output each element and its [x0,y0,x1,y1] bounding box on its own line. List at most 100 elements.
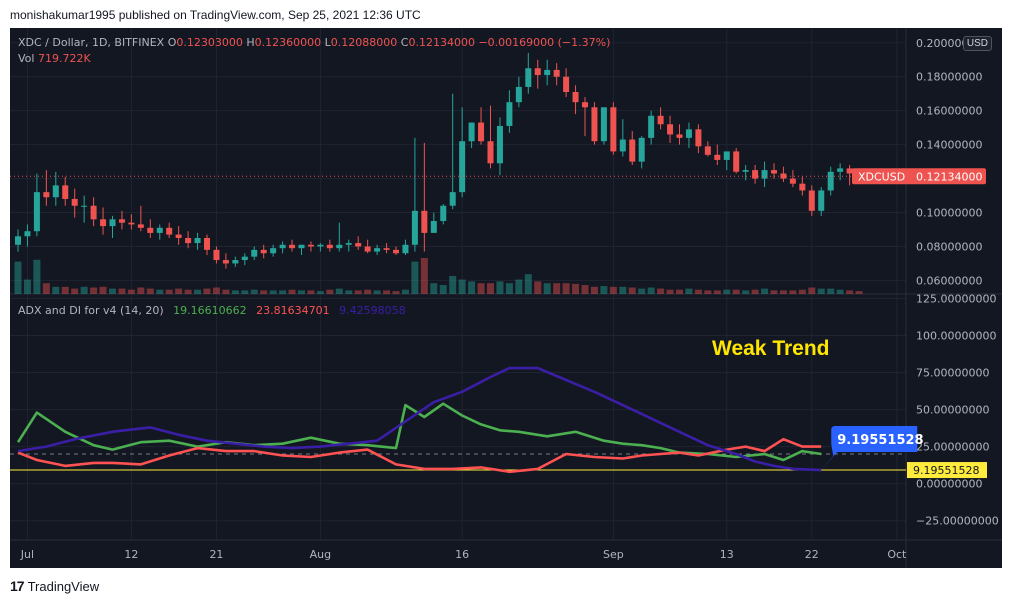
candle-body [780,173,787,179]
time-tick-label: Jul [20,548,34,561]
candle-body [241,256,248,261]
minus-di-line [17,437,822,474]
candle-body [100,219,107,227]
candle-body [449,192,456,206]
candle-body [345,243,352,245]
low-label: L [324,36,331,49]
volume-bar [704,290,712,294]
volume-bar [430,283,438,294]
indicator-name[interactable]: ADX and DI for v4 (14, 20) [18,304,164,317]
volume-bar [581,285,589,294]
volume-bar [14,261,22,294]
volume-bar [250,289,258,294]
volume-bar [572,283,580,294]
high-label: H [246,36,255,49]
candle-body [496,125,503,164]
last-price-value: 0.12134000 [916,170,982,183]
candle-body [213,249,220,261]
volume-bar [288,289,296,294]
candle-body [789,178,796,184]
volume-bar [732,289,740,294]
adx-value: 9.42598058 [339,304,406,317]
volume-bar [694,289,702,294]
candle-body [837,168,844,172]
tradingview-logo-icon[interactable]: 17 [10,578,25,594]
candle-body [52,185,59,198]
high-value: 0.12360000 [254,36,322,49]
candle-body [667,124,674,135]
candle-body [166,227,173,235]
callout-bubble [821,426,918,471]
volume-bar [420,258,428,294]
candle-body [534,68,541,76]
candle-body [71,198,78,206]
chart-canvas[interactable]: 0.200000000.180000000.160000000.14000000… [10,28,1002,568]
candle-body [771,170,777,174]
volume-bar [23,279,31,294]
time-tick-label: 12 [124,548,138,561]
candle-body [525,68,532,87]
volume-bar [534,281,542,294]
candle-body [553,69,560,77]
volume-bar [458,279,466,294]
price-tick-label: 0.08000000 [916,240,982,253]
price-tick-label: 0.18000000 [916,71,982,84]
volume-bar [836,289,844,294]
volume-bar [751,289,759,294]
volume-bar [99,286,107,294]
volume-bar [307,290,315,294]
price-change: −0.00169000 (−1.37%) [478,36,611,49]
candle-body [185,237,192,244]
indicator-legend: ADX and DI for v4 (14, 20) 19.16610662 2… [18,304,406,317]
volume-bar [723,289,731,294]
candle-body [544,69,551,76]
volume-bar [505,283,513,294]
volume-bar [647,287,655,294]
volume-bar [827,288,835,294]
indicator-tick-label: 0.00000000 [916,478,982,491]
volume-bar [383,290,391,294]
price-tick-label: 0.16000000 [916,105,982,118]
candle-body [421,210,428,233]
candle-body [251,249,258,257]
candle-body [638,137,645,162]
indicator-tick-label: −25.00000000 [916,515,999,528]
time-tick-label: 22 [805,548,819,561]
candle-body [799,183,806,191]
volume-bar [543,283,551,294]
candle-body [298,244,305,249]
candle-body [478,122,485,142]
volume-bar [231,290,239,294]
candle-body [685,129,692,138]
candle-body [582,102,588,108]
volume-bar [241,290,249,294]
volume-bar [345,290,353,294]
volume-bar [846,290,854,294]
chart-frame: 0.20000000 0.18000000 0.16000000 0.14000000… [10,28,1002,568]
candle-body [742,170,749,172]
threshold-badge [907,462,987,479]
candle-body [336,244,343,249]
candle-body [676,134,683,138]
volume-bar [798,289,806,294]
volume-bar [449,276,457,294]
volume-bar [855,291,863,294]
volume-bar [609,286,617,294]
candle-body [827,171,834,191]
footer-brand[interactable]: TradingView [27,578,100,594]
indicator-tick-label: 25.00000000 [916,441,989,454]
candle-body [222,260,229,264]
symbol-name[interactable]: XDC / Dollar, 1D, BITFINEX [18,36,165,49]
candle-body [317,244,324,247]
plus-di-value: 19.16610662 [173,304,247,317]
volume-bar [109,288,116,294]
volume-bar [685,288,693,294]
volume-bar [779,290,787,294]
candle-body [43,192,50,198]
volume-bar [789,290,797,294]
volume-bar [80,286,88,294]
currency-button[interactable]: USD [962,36,992,51]
volume-bar [222,289,230,294]
volume-bar [742,290,750,294]
time-tick-label: 13 [720,548,734,561]
